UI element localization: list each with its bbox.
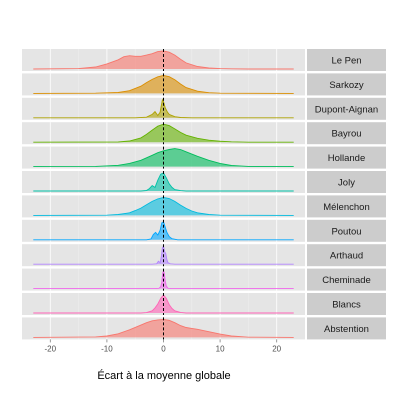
facet-strip-cheminade: Cheminade: [307, 268, 386, 291]
strip-background: [307, 293, 386, 315]
strip-label: Arthaud: [330, 251, 363, 262]
strip-label: Le Pen: [331, 56, 361, 67]
facet-panel-arthaud: [22, 244, 305, 267]
facet-panel-bayrou: [22, 122, 305, 145]
strip-label: Cheminade: [322, 275, 371, 286]
x-tick-label: 20: [272, 344, 281, 353]
strip-background: [307, 97, 386, 120]
strip-label: Mélenchon: [323, 202, 369, 213]
strip-background: [307, 73, 386, 96]
strip-background: [307, 317, 386, 340]
strip-background: [307, 49, 386, 71]
strip-background: [307, 268, 386, 291]
strip-label: Sarkozy: [329, 80, 364, 91]
x-axis: -20 -10 0 10 20: [45, 339, 282, 353]
x-tick-label: -20: [45, 344, 57, 353]
density-line-hollande: [33, 148, 294, 168]
facet-strip-blancs: Blancs: [307, 293, 386, 315]
density-line-le-pen: [33, 50, 294, 70]
panel-gridlines: [49, 317, 278, 340]
x-axis-title: Écart à la moyenne globale: [97, 369, 230, 382]
facet-strip-abstention: Abstention: [307, 317, 386, 340]
strip-background: [307, 171, 386, 193]
density-line-dupont-aignan: [33, 98, 294, 119]
strip-label: Abstention: [324, 324, 369, 335]
x-tick-label: 0: [161, 344, 166, 353]
strip-background: [307, 146, 386, 169]
facet-panel-cheminade: [22, 268, 305, 291]
facet-strip-sarkozy: Sarkozy: [307, 73, 386, 96]
strip-background: [307, 195, 386, 218]
x-tick-label: 10: [216, 344, 225, 353]
panel-gridlines: [49, 293, 278, 315]
strip-label: Joly: [338, 178, 355, 189]
strip-label: Poutou: [331, 226, 361, 237]
strip-label: Dupont-Aignan: [315, 104, 378, 115]
facet-strips: Le Pen Sarkozy Dupont-Aignan Bayrou Hollande…: [307, 49, 386, 340]
facet-panel-poutou: [22, 219, 305, 242]
facet-panel-dupont-aignan: [22, 97, 305, 120]
strip-background: [307, 244, 386, 267]
facet-panel-hollande: [22, 146, 305, 169]
density-line-poutou: [33, 221, 294, 241]
facet-strip-poutou: Poutou: [307, 219, 386, 242]
density-line-abstention: [33, 318, 294, 338]
facet-panel-m-lenchon: [22, 195, 305, 218]
facet-panel-sarkozy: [22, 73, 305, 96]
facet-strip-m-lenchon: Mélenchon: [307, 195, 386, 218]
strip-label: Hollande: [328, 153, 366, 164]
facet-strip-dupont-aignan: Dupont-Aignan: [307, 97, 386, 120]
strip-label: Bayrou: [331, 129, 361, 140]
facet-panel-blancs: [22, 293, 305, 315]
facet-strip-le-pen: Le Pen: [307, 49, 386, 71]
facet-panels: [22, 49, 305, 340]
x-tick-label: -10: [101, 344, 113, 353]
strip-label: Blancs: [332, 300, 361, 311]
facet-panel-abstention: [22, 317, 305, 340]
facet-strip-bayrou: Bayrou: [307, 122, 386, 145]
density-line-joly: [33, 172, 294, 192]
facet-panel-le-pen: [22, 49, 305, 71]
strip-background: [307, 219, 386, 242]
facet-panel-joly: [22, 171, 305, 193]
facet-strip-arthaud: Arthaud: [307, 244, 386, 267]
facet-strip-hollande: Hollande: [307, 146, 386, 169]
strip-background: [307, 122, 386, 145]
facet-strip-joly: Joly: [307, 171, 386, 193]
density-line-bayrou: [33, 123, 294, 143]
